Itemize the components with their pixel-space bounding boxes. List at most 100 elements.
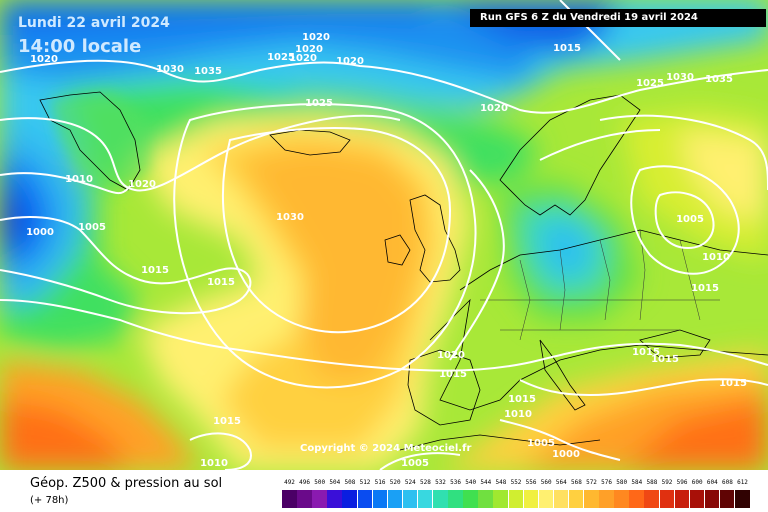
legend-value: 520 [389, 479, 401, 486]
legend-swatch [704, 490, 720, 508]
legend-swatch [735, 490, 750, 508]
legend-swatch [312, 490, 327, 508]
isobar-label: 1020 [128, 179, 156, 190]
legend-swatch [614, 490, 629, 508]
legend-swatch [297, 490, 312, 508]
isobar-label: 1015 [651, 354, 679, 365]
isobar-label: 1000 [552, 449, 580, 460]
isobar-label: 1025 [267, 52, 295, 63]
isobar-label: 1030 [276, 212, 304, 223]
legend-value: 580 [616, 479, 628, 486]
legend-value: 512 [359, 479, 371, 486]
legend-swatch [402, 490, 418, 508]
legend-swatch [553, 490, 569, 508]
country-borders [480, 229, 720, 341]
run-banner: Run GFS 6 Z du Vendredi 19 avril 2024 [470, 9, 766, 27]
legend-swatch [493, 490, 508, 508]
isobar-label: 1010 [702, 252, 730, 263]
legend-value: 516 [374, 479, 386, 486]
isobar-label: 1005 [401, 458, 429, 469]
isobar-label: 1005 [676, 214, 704, 225]
isobar-label: 1035 [705, 74, 733, 85]
legend-swatch [417, 490, 433, 508]
legend-value: 572 [586, 479, 597, 486]
legend-value: 524 [404, 479, 416, 486]
geopotential-map-svg: Lundi 22 avril 2024 14:00 locale 1020 103… [0, 0, 768, 470]
legend-swatch [523, 490, 539, 508]
forecast-hour: 14:00 locale [18, 36, 141, 57]
legend-value: 508 [344, 479, 356, 486]
legend-swatch [433, 490, 448, 508]
legend-swatch [342, 490, 357, 508]
isobar-label: 1005 [78, 222, 106, 233]
legend-value: 600 [691, 479, 703, 486]
isobar-label: 1015 [553, 43, 581, 54]
legend-value: 564 [555, 479, 567, 486]
isobar-label: 1015 [207, 277, 235, 288]
isobar-label: 1020 [480, 103, 508, 114]
legend-value: 588 [646, 479, 658, 486]
legend-swatch [478, 490, 493, 508]
legend-swatch [689, 490, 705, 508]
legend-value: 528 [419, 479, 431, 486]
legend-value: 556 [525, 479, 537, 486]
isobar-label: 1015 [632, 347, 660, 358]
legend-value: 592 [661, 479, 673, 486]
legend-swatch [659, 490, 675, 508]
isobar-label: 1015 [508, 394, 536, 405]
isobar-label: 1020 [289, 53, 317, 64]
isobar-label: 1015 [213, 416, 241, 427]
legend-swatch [508, 490, 524, 508]
isobar-label: 1005 [527, 438, 555, 449]
legend-swatch [644, 490, 659, 508]
isobar-label: 1010 [504, 409, 532, 420]
isobar-label: 1015 [141, 265, 169, 276]
legend-value: 492 [284, 479, 295, 486]
legend-value: 496 [299, 479, 311, 486]
legend-swatch [538, 490, 554, 508]
legend-swatch [629, 490, 644, 508]
isobar-label: 1015 [439, 369, 467, 380]
isobar-label: 1015 [719, 378, 747, 389]
legend-value: 532 [435, 479, 446, 486]
legend-value: 548 [495, 479, 507, 486]
copyright-notice: Copyright © 2024 Meteociel.fr [300, 443, 472, 454]
legend-value: 544 [480, 479, 492, 486]
legend-swatch [357, 490, 373, 508]
legend-value: 568 [570, 479, 582, 486]
isobars [0, 0, 768, 470]
legend-value: 612 [737, 479, 748, 486]
isobar-label: 1025 [305, 98, 333, 109]
footer: Géop. Z500 & pression au sol (+ 78h) 492… [0, 470, 768, 512]
legend-value: 500 [314, 479, 326, 486]
isobar-label: 1015 [691, 283, 719, 294]
footer-title: Géop. Z500 & pression au sol [30, 476, 223, 491]
legend-value: 540 [465, 479, 477, 486]
isobar-label: 1020 [336, 56, 364, 67]
legend-swatch [584, 490, 599, 508]
legend-value: 536 [450, 479, 462, 486]
legend-swatch [327, 490, 342, 508]
legend-value: 584 [631, 479, 643, 486]
legend-swatch [568, 490, 584, 508]
isobar-label: 1010 [200, 458, 228, 469]
legend-swatch [674, 490, 690, 508]
isobar-label: 1030 [666, 72, 694, 83]
legend-value: 504 [329, 479, 341, 486]
legend-swatch [719, 490, 735, 508]
legend-value: 576 [601, 479, 613, 486]
isobar-label: 1025 [636, 78, 664, 89]
isobar-label: 1000 [26, 227, 54, 238]
isobar-label: 1010 [65, 174, 93, 185]
legend-swatch [387, 490, 403, 508]
legend-swatch [599, 490, 614, 508]
isobar-label: 1020 [302, 32, 330, 43]
legend-value: 608 [721, 479, 733, 486]
forecast-date: Lundi 22 avril 2024 [18, 15, 170, 31]
legend-value: 560 [540, 479, 552, 486]
legend-swatch [448, 490, 463, 508]
legend-swatch [372, 490, 388, 508]
weather-map: Lundi 22 avril 2024 14:00 locale 1020 103… [0, 0, 768, 470]
isobar-label: 1020 [437, 350, 465, 361]
